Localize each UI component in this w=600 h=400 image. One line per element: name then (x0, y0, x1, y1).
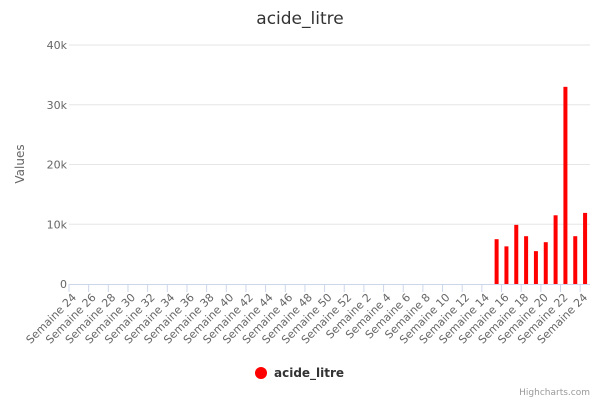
credits-link[interactable]: Highcharts.com (519, 388, 590, 398)
bar[interactable] (573, 236, 578, 284)
y-tick-label: 20k (47, 159, 68, 172)
bar[interactable] (563, 86, 568, 284)
grid-lines (69, 44, 590, 225)
bar-series[interactable] (494, 86, 588, 284)
chart-title: acide_litre (256, 9, 343, 29)
bar[interactable] (583, 212, 588, 284)
bar[interactable] (533, 251, 538, 284)
bar[interactable] (514, 224, 519, 284)
y-tick-label: 10k (47, 218, 68, 231)
legend-marker[interactable] (255, 367, 267, 379)
bar[interactable] (553, 215, 558, 284)
y-axis-title: Values (13, 144, 27, 183)
y-tick-label: 30k (47, 99, 68, 112)
bar[interactable] (494, 239, 499, 284)
y-tick-label: 0 (60, 278, 67, 291)
bar[interactable] (504, 246, 509, 284)
bar[interactable] (543, 242, 548, 284)
y-tick-label: 40k (47, 39, 68, 52)
bar[interactable] (524, 236, 529, 284)
legend[interactable]: acide_litre (255, 366, 344, 381)
y-axis-ticks: 0 10k 20k 30k 40k (47, 39, 68, 291)
legend-label[interactable]: acide_litre (274, 366, 344, 381)
